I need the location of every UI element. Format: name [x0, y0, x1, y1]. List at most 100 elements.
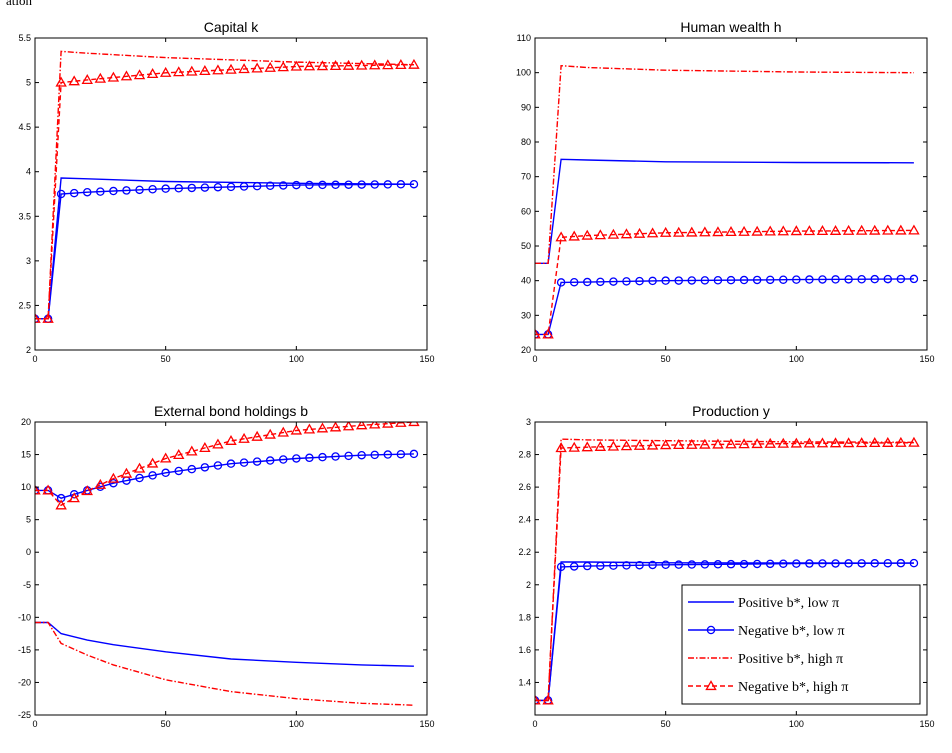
series-marker-neg-high — [199, 442, 211, 453]
series-marker-neg-high — [686, 438, 698, 449]
axes-box — [534, 421, 928, 716]
legend-label-pos-low: Positive b*, low π — [738, 596, 839, 611]
series-marker-neg-low — [318, 452, 327, 462]
series-marker-neg-high — [159, 66, 172, 77]
y-tick-label: 20 — [21, 417, 31, 427]
series-marker-neg-high — [395, 59, 407, 70]
series-marker-neg-low — [739, 559, 749, 569]
series-marker-neg-high — [568, 441, 580, 452]
series-marker-neg-high — [646, 439, 659, 450]
series-marker-neg-high — [535, 694, 541, 705]
series-marker-neg-high — [316, 60, 329, 71]
series-marker-neg-high — [869, 437, 881, 448]
series-marker-neg-high — [303, 423, 316, 434]
y-tick-label: 90 — [521, 102, 531, 112]
series-marker-neg-low — [305, 180, 314, 190]
series-marker-neg-low — [609, 277, 618, 286]
axes-box — [34, 421, 428, 716]
series-marker-neg-low — [831, 559, 840, 568]
series-line-neg-high — [535, 229, 914, 336]
series-marker-neg-low — [870, 559, 879, 568]
series-group — [35, 50, 420, 324]
series-marker-neg-high — [212, 438, 224, 449]
series-marker-neg-high — [264, 428, 276, 439]
series-marker-neg-low — [148, 471, 157, 480]
series-marker-neg-high — [777, 437, 789, 448]
series-marker-neg-low — [896, 558, 906, 568]
x-tick-label: 150 — [919, 719, 934, 729]
series-marker-neg-low — [870, 274, 879, 284]
series-marker-neg-high — [264, 61, 276, 72]
y-tick-label: 20 — [521, 345, 531, 355]
series-line-pos-low — [35, 177, 414, 320]
series-marker-neg-high — [581, 441, 593, 452]
series-line-pos-high — [535, 438, 914, 702]
series-line-neg-high — [35, 64, 414, 320]
series-marker-neg-high — [699, 226, 711, 237]
series-marker-neg-low — [896, 274, 906, 284]
series-marker-neg-high — [290, 424, 303, 435]
series-marker-neg-low — [292, 454, 301, 463]
series-marker-neg-high — [673, 439, 685, 450]
series-marker-neg-low — [252, 181, 262, 191]
y-tick-label: 5.5 — [18, 33, 31, 43]
series-marker-neg-high — [186, 445, 198, 456]
series-marker-neg-low — [909, 274, 919, 284]
series-marker-neg-high — [803, 437, 816, 448]
series-marker-neg-low — [726, 275, 736, 285]
series-marker-neg-high — [369, 422, 381, 429]
series-marker-neg-low — [370, 180, 379, 189]
y-tick-label: -15 — [18, 645, 31, 655]
series-marker-neg-low — [344, 180, 353, 189]
series-marker-neg-low — [226, 459, 236, 468]
series-marker-neg-low — [569, 562, 579, 571]
series-marker-neg-high — [173, 66, 185, 77]
series-marker-neg-high — [408, 58, 420, 69]
series-marker-neg-low — [213, 461, 223, 470]
series-marker-neg-low — [792, 275, 801, 284]
series-marker-neg-low — [265, 456, 275, 465]
series-marker-neg-high — [686, 226, 698, 237]
series-marker-neg-low — [161, 184, 170, 193]
y-tick-label: 2.2 — [518, 547, 531, 557]
series-marker-neg-high — [94, 72, 107, 83]
x-tick-label: 150 — [419, 719, 434, 729]
series-marker-neg-high — [803, 225, 816, 236]
legend-marker-neg-high — [705, 680, 717, 691]
x-tick-label: 150 — [919, 354, 934, 364]
y-tick-label: 10 — [21, 482, 31, 492]
series-marker-neg-high — [303, 60, 316, 71]
series-marker-neg-low — [583, 277, 592, 287]
series-marker-neg-low — [344, 451, 353, 461]
series-marker-neg-low — [609, 561, 618, 570]
x-tick-label: 0 — [32, 354, 37, 364]
series-marker-neg-low — [661, 276, 670, 285]
series-marker-neg-high — [712, 438, 724, 449]
y-tick-label: 60 — [521, 206, 531, 216]
series-marker-neg-high — [159, 452, 172, 463]
series-line-pos-high — [35, 621, 414, 706]
series-marker-neg-high — [35, 312, 41, 323]
series-marker-neg-low — [831, 275, 840, 284]
series-marker-neg-low — [713, 560, 723, 569]
series-marker-neg-high — [55, 76, 67, 87]
series-line-pos-high — [35, 50, 414, 320]
x-tick-label: 0 — [532, 719, 537, 729]
series-marker-neg-low — [174, 466, 183, 476]
series-line-neg-high — [535, 442, 914, 702]
series-marker-neg-high — [816, 225, 829, 236]
series-marker-neg-high — [355, 422, 368, 430]
series-marker-neg-low — [239, 458, 249, 467]
series-marker-neg-low — [569, 277, 579, 287]
series-marker-neg-high — [620, 440, 633, 451]
series-marker-neg-high — [725, 438, 737, 449]
series-marker-neg-low — [213, 182, 223, 192]
y-tick-label: 1.6 — [518, 645, 531, 655]
panel-3: External bond holdings b0 50 100 150-25-20-… — [18, 403, 435, 729]
series-marker-neg-high — [594, 440, 607, 451]
series-marker-neg-low — [739, 275, 749, 285]
series-marker-neg-low — [674, 560, 683, 569]
x-tick-label: 100 — [289, 719, 304, 729]
series-marker-neg-low — [409, 179, 419, 189]
series-marker-neg-high — [120, 467, 133, 478]
